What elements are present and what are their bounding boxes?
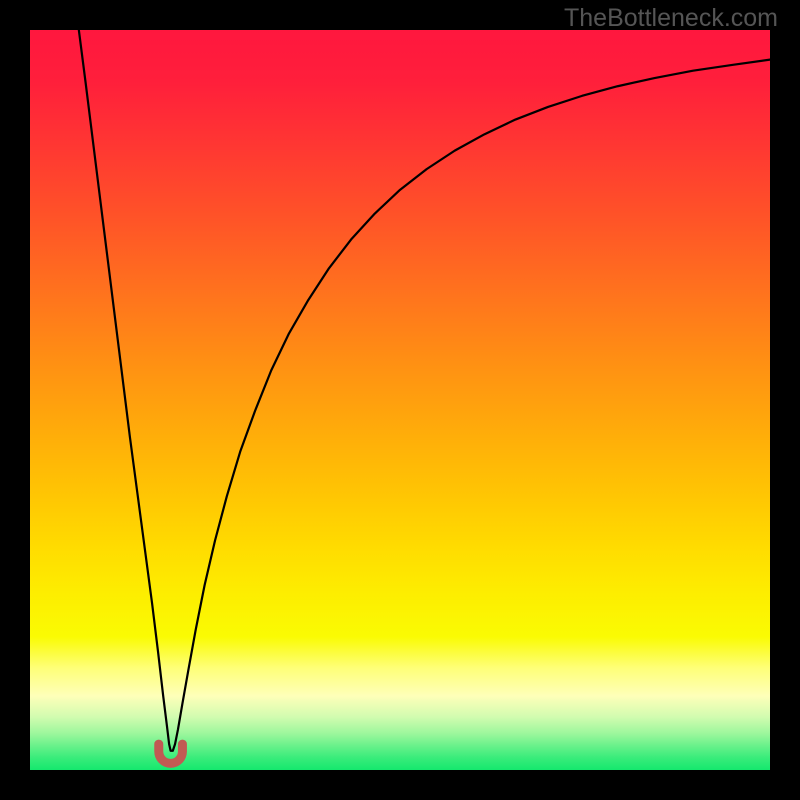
bottleneck-curve-chart [30, 30, 770, 770]
chart-stage: TheBottleneck.com [0, 0, 800, 800]
plot-background [30, 30, 770, 770]
watermark-text: TheBottleneck.com [564, 4, 778, 33]
